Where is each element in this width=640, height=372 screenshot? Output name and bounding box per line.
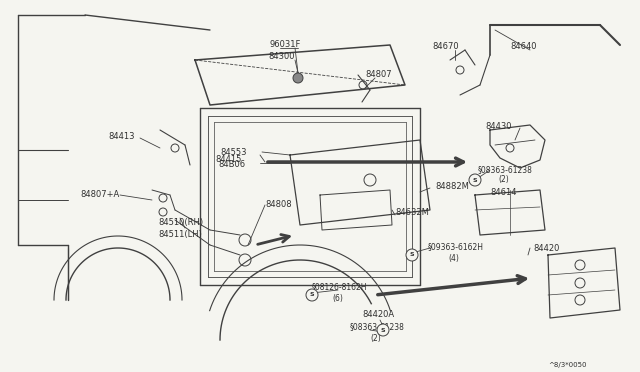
- Circle shape: [469, 174, 481, 186]
- Text: 84420A: 84420A: [362, 310, 394, 319]
- Text: S: S: [310, 292, 314, 298]
- Text: 84B06: 84B06: [218, 160, 245, 169]
- Text: ^8/3*0050: ^8/3*0050: [548, 362, 586, 368]
- Text: 84430: 84430: [485, 122, 511, 131]
- Text: 84413: 84413: [108, 132, 134, 141]
- Text: 84415: 84415: [215, 155, 241, 164]
- Text: §08363-61238: §08363-61238: [478, 165, 533, 174]
- Text: 84300: 84300: [268, 52, 294, 61]
- Circle shape: [306, 289, 318, 301]
- Text: §08126-8162H: §08126-8162H: [312, 282, 367, 291]
- Text: 84553: 84553: [220, 148, 246, 157]
- Text: 84670: 84670: [432, 42, 459, 51]
- Text: 84640: 84640: [510, 42, 536, 51]
- Text: 84420: 84420: [533, 244, 559, 253]
- Text: §09363-6162H: §09363-6162H: [428, 242, 484, 251]
- Text: 84614: 84614: [490, 188, 516, 197]
- Circle shape: [293, 73, 303, 83]
- Text: 84632M: 84632M: [395, 208, 429, 217]
- Text: S: S: [381, 327, 385, 333]
- Text: 84511(LH): 84511(LH): [158, 230, 202, 239]
- Text: §08363-61238: §08363-61238: [350, 322, 405, 331]
- Text: S: S: [473, 177, 477, 183]
- Text: (4): (4): [448, 254, 459, 263]
- Text: (6): (6): [332, 294, 343, 303]
- Text: 84807+A: 84807+A: [80, 190, 119, 199]
- Text: 84510(RH): 84510(RH): [158, 218, 203, 227]
- Text: (2): (2): [498, 175, 509, 184]
- Text: S: S: [410, 253, 414, 257]
- Circle shape: [406, 249, 418, 261]
- Text: 84808: 84808: [265, 200, 292, 209]
- Text: 84807: 84807: [365, 70, 392, 79]
- Text: 96031F: 96031F: [270, 40, 301, 49]
- Circle shape: [377, 324, 389, 336]
- Text: (2): (2): [370, 334, 381, 343]
- Text: 84882M: 84882M: [435, 182, 469, 191]
